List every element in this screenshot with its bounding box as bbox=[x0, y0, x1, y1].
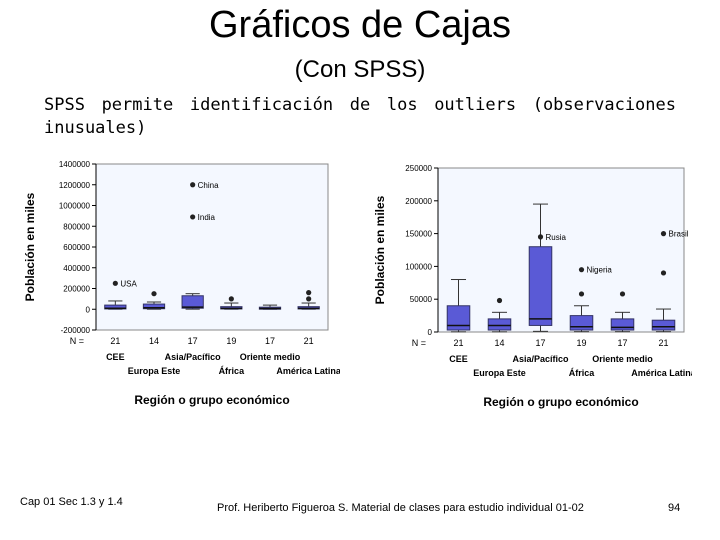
n-count: 14 bbox=[149, 336, 159, 346]
outlier-point bbox=[306, 296, 312, 302]
y-tick-label: 50000 bbox=[410, 295, 433, 304]
outlier-point bbox=[151, 291, 157, 297]
footer-chapter: Cap 01 Sec 1.3 y 1.4 bbox=[20, 496, 123, 508]
outlier-label: USA bbox=[120, 279, 137, 288]
y-tick-label: -200000 bbox=[61, 326, 91, 335]
y-tick-label: 200000 bbox=[405, 197, 432, 206]
boxplot-chart-without-china-india: 0 50000 100000 150000 200000 250000 Población … bbox=[373, 164, 692, 409]
y-tick-label: 1000000 bbox=[59, 202, 91, 211]
outlier-label: Rusia bbox=[546, 233, 567, 242]
outlier-point bbox=[190, 214, 196, 220]
n-count: 21 bbox=[658, 338, 668, 348]
y-tick-label: 100000 bbox=[405, 262, 432, 271]
n-count: 17 bbox=[535, 338, 545, 348]
outlier-point bbox=[496, 297, 503, 304]
slide-subtitle: (Con SPSS) bbox=[294, 56, 426, 83]
outlier-point bbox=[578, 291, 585, 297]
boxplot-chart-all-countries: -200000 0 200000 400000 600000 800000 1000000 1… bbox=[23, 160, 340, 407]
plot-area bbox=[95, 163, 329, 331]
box bbox=[487, 318, 512, 331]
outlier-point bbox=[578, 267, 585, 273]
category-label: América Latina bbox=[631, 368, 692, 378]
category-label: Europa Este bbox=[128, 366, 181, 376]
category-label: África bbox=[219, 366, 246, 376]
n-label: N = bbox=[412, 338, 426, 348]
y-tick-label: 200000 bbox=[63, 285, 90, 294]
category-label: África bbox=[569, 368, 596, 378]
box bbox=[569, 315, 594, 331]
box bbox=[610, 318, 635, 331]
outlier-point bbox=[537, 234, 544, 240]
y-tick-label: 600000 bbox=[63, 243, 90, 252]
n-label: N = bbox=[70, 336, 84, 346]
outlier-point bbox=[112, 280, 118, 286]
slide-title: Gráficos de Cajas bbox=[208, 4, 511, 46]
y-tick-label: 800000 bbox=[63, 222, 90, 231]
n-count: 17 bbox=[265, 336, 275, 346]
outlier-point bbox=[619, 291, 626, 297]
y-tick-label: 0 bbox=[428, 328, 433, 337]
category-label: Oriente medio bbox=[240, 352, 301, 362]
outlier-label: Brasil bbox=[669, 230, 689, 239]
y-tick-label: 400000 bbox=[63, 264, 90, 273]
n-count: 19 bbox=[576, 338, 586, 348]
y-tick-label: 250000 bbox=[405, 164, 432, 173]
n-count: 17 bbox=[188, 336, 198, 346]
n-count: 19 bbox=[226, 336, 236, 346]
n-count: 14 bbox=[494, 338, 504, 348]
category-label: Oriente medio bbox=[592, 354, 653, 364]
category-label: Europa Este bbox=[473, 368, 526, 378]
y-tick-label: 0 bbox=[86, 305, 91, 314]
outlier-label: Nigeria bbox=[587, 266, 613, 275]
y-axis-label: Población en miles bbox=[373, 195, 387, 304]
box bbox=[142, 303, 166, 310]
box bbox=[446, 305, 471, 331]
intro-text: SPSS permite identificación de los outli… bbox=[44, 95, 676, 138]
n-count: 17 bbox=[617, 338, 627, 348]
y-tick-label: 1400000 bbox=[59, 160, 91, 169]
outlier-point bbox=[306, 290, 312, 296]
outlier-point bbox=[660, 270, 667, 276]
footer-author: Prof. Heriberto Figueroa S. Material de … bbox=[217, 502, 584, 514]
n-count: 21 bbox=[110, 336, 120, 346]
box bbox=[181, 295, 204, 309]
box bbox=[651, 319, 676, 331]
x-axis-label: Región o grupo económico bbox=[134, 393, 289, 407]
x-axis-label: Región o grupo económico bbox=[483, 395, 638, 409]
category-label: CEE bbox=[106, 352, 125, 362]
category-label: Asia/Pacífico bbox=[165, 352, 222, 362]
category-label: América Latina bbox=[276, 366, 340, 376]
y-tick-label: 150000 bbox=[405, 230, 432, 239]
y-tick-label: 1200000 bbox=[59, 181, 91, 190]
outlier-point bbox=[228, 296, 234, 302]
plot-area bbox=[437, 167, 685, 333]
n-count: 21 bbox=[453, 338, 463, 348]
n-count: 21 bbox=[304, 336, 314, 346]
footer-page-number: 94 bbox=[668, 502, 681, 514]
box bbox=[528, 246, 553, 326]
outlier-label: China bbox=[198, 181, 219, 190]
outlier-label: India bbox=[198, 213, 216, 222]
category-label: Asia/Pacífico bbox=[512, 354, 569, 364]
outlier-point bbox=[660, 231, 667, 237]
outlier-point bbox=[190, 182, 196, 188]
y-axis-label: Población en miles bbox=[23, 192, 37, 301]
category-label: CEE bbox=[449, 354, 468, 364]
